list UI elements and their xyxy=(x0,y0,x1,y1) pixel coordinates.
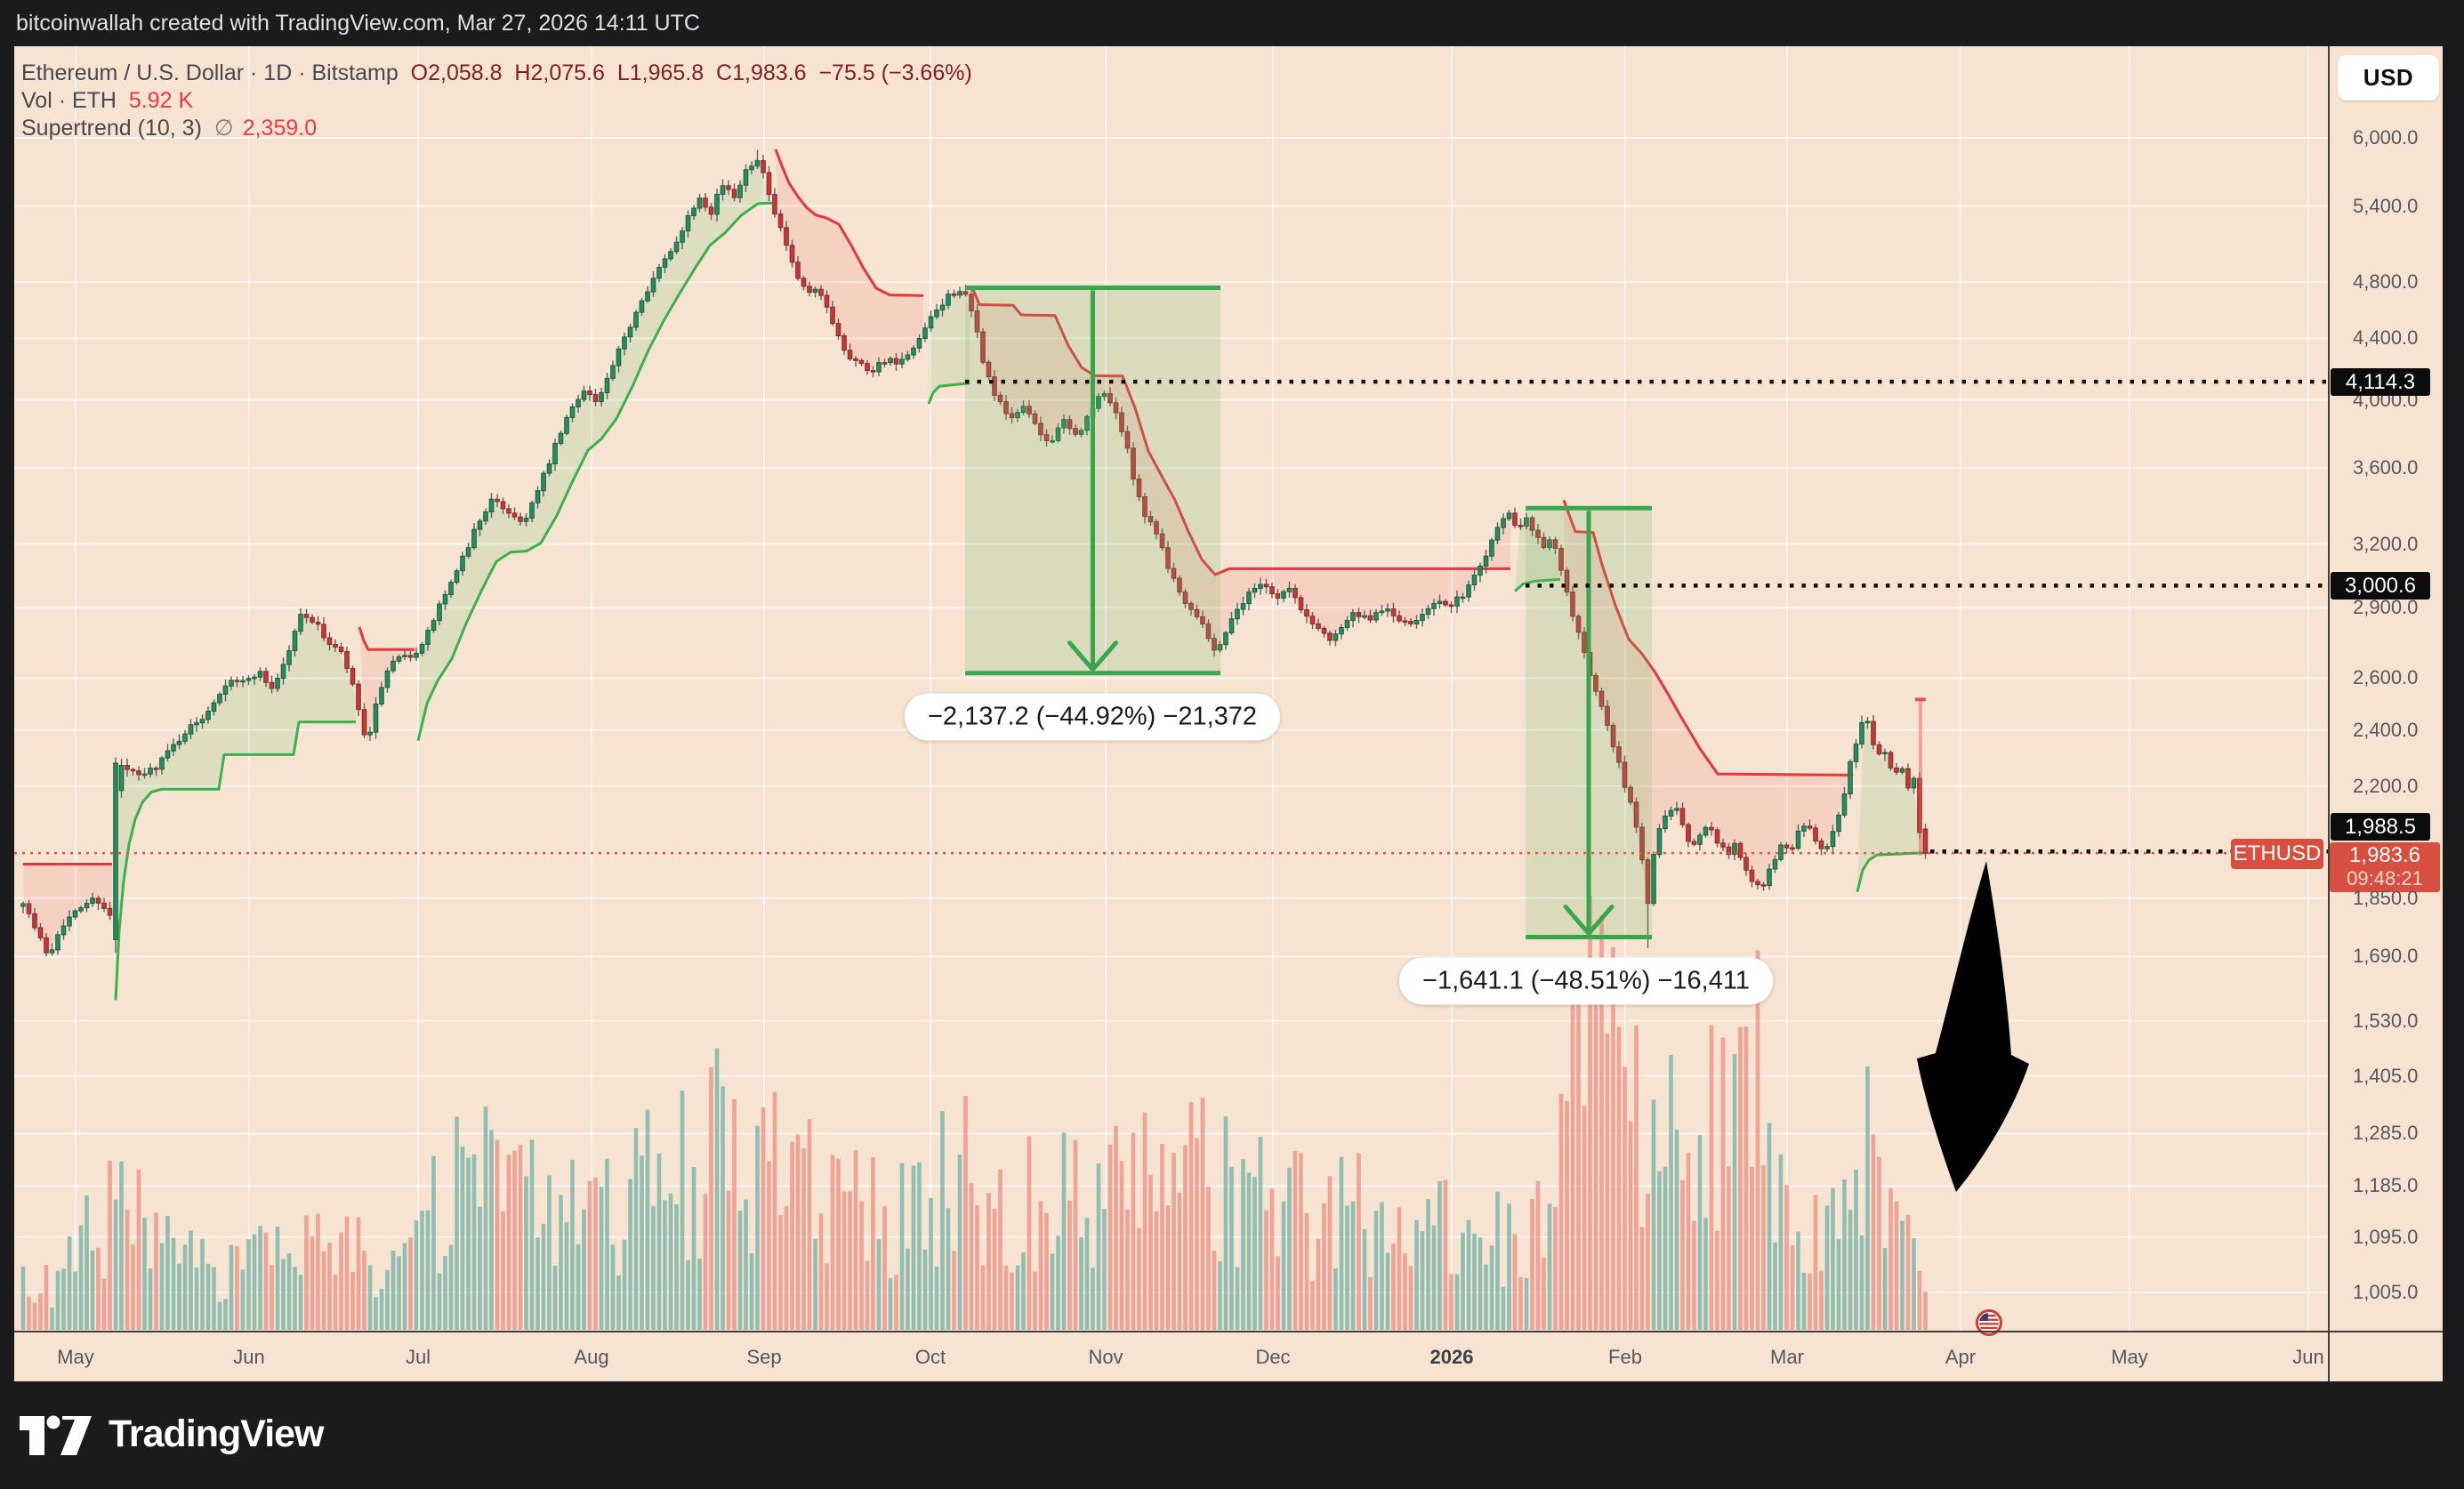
plot-area[interactable] xyxy=(14,46,2329,1336)
tradingview-logo-icon xyxy=(20,1415,92,1455)
price-tick-label: 1,185.0 xyxy=(2353,1174,2419,1197)
last-candle-highlight xyxy=(1919,699,1922,856)
volume-series[interactable] xyxy=(20,895,1928,1330)
time-axis[interactable] xyxy=(14,1332,2329,1381)
time-tick-label: Nov xyxy=(1088,1346,1123,1368)
tradingview-logo[interactable]: TradingView xyxy=(18,1411,324,1457)
measurement-label[interactable]: −2,137.2 (−44.92%) −21,372 xyxy=(904,693,1281,741)
price-tick-label: 3,200.0 xyxy=(2353,532,2419,555)
time-tick-label: Sep xyxy=(746,1346,782,1368)
time-tick-label: May xyxy=(57,1346,94,1368)
time-tick-label: May xyxy=(2111,1346,2148,1368)
time-tick-label: Jul xyxy=(405,1346,431,1368)
price-tick-label: 1,690.0 xyxy=(2353,945,2419,968)
symbol-price-tag: ETHUSD xyxy=(2231,839,2323,870)
price-level-badge: 4,114.3 xyxy=(2331,368,2430,397)
time-tick-label: 2026 xyxy=(1429,1346,1474,1368)
currency-toggle-button[interactable]: USD xyxy=(2338,55,2439,101)
candle-series[interactable] xyxy=(20,160,1929,954)
price-tick-label: 3,600.0 xyxy=(2353,456,2419,479)
price-tick-label: 1,850.0 xyxy=(2353,886,2419,909)
current-price: 1,983.6 xyxy=(2348,843,2421,868)
price-tick-label: 1,405.0 xyxy=(2353,1064,2419,1087)
price-range-measurement[interactable] xyxy=(965,285,1220,676)
price-tick-label: 1,285.0 xyxy=(2353,1122,2419,1145)
bar-countdown: 09:48:21 xyxy=(2347,867,2423,890)
price-tick-label: 6,000.0 xyxy=(2353,126,2419,149)
price-tick-label: 5,400.0 xyxy=(2353,194,2419,217)
time-tick-label: Jun xyxy=(233,1346,265,1368)
attribution-text: bitcoinwallah created with TradingView.c… xyxy=(16,10,700,36)
attribution-bar: bitcoinwallah created with TradingView.c… xyxy=(0,0,2464,46)
price-tick-label: 1,095.0 xyxy=(2353,1225,2419,1248)
measurement-label[interactable]: −1,641.1 (−48.51%) −16,411 xyxy=(1399,957,1773,1005)
supertrend-indicator xyxy=(23,149,1929,1001)
time-tick-label: Aug xyxy=(574,1346,609,1368)
price-tick-label: 1,530.0 xyxy=(2353,1009,2419,1032)
price-tick-label: 2,200.0 xyxy=(2353,774,2419,797)
time-tick-label: Feb xyxy=(1608,1346,1642,1368)
price-tick-label: 1,005.0 xyxy=(2353,1281,2419,1303)
time-tick-label: Mar xyxy=(1770,1346,1804,1368)
down-arrow-drawing[interactable] xyxy=(1917,861,2029,1192)
price-tick-label: 2,400.0 xyxy=(2353,718,2419,741)
current-price-badge: 1,983.6 09:48:21 xyxy=(2330,842,2440,893)
flag-marker-icon[interactable] xyxy=(1976,1309,2002,1336)
price-range-measurement[interactable] xyxy=(1526,505,1652,939)
price-tick-label: 4,400.0 xyxy=(2353,326,2419,350)
price-level-badge: 3,000.6 xyxy=(2331,572,2430,600)
price-level-badge: 1,988.5 xyxy=(2331,813,2430,841)
tradingview-wordmark: TradingView xyxy=(109,1412,324,1455)
time-tick-label: Oct xyxy=(914,1346,946,1368)
price-tick-label: 4,800.0 xyxy=(2353,270,2419,294)
time-tick-label: Jun xyxy=(2292,1346,2324,1368)
price-tick-label: 2,900.0 xyxy=(2353,596,2419,619)
time-tick-label: Apr xyxy=(1945,1346,1977,1368)
price-tick-label: 2,600.0 xyxy=(2353,666,2419,689)
time-tick-label: Dec xyxy=(1255,1346,1291,1368)
